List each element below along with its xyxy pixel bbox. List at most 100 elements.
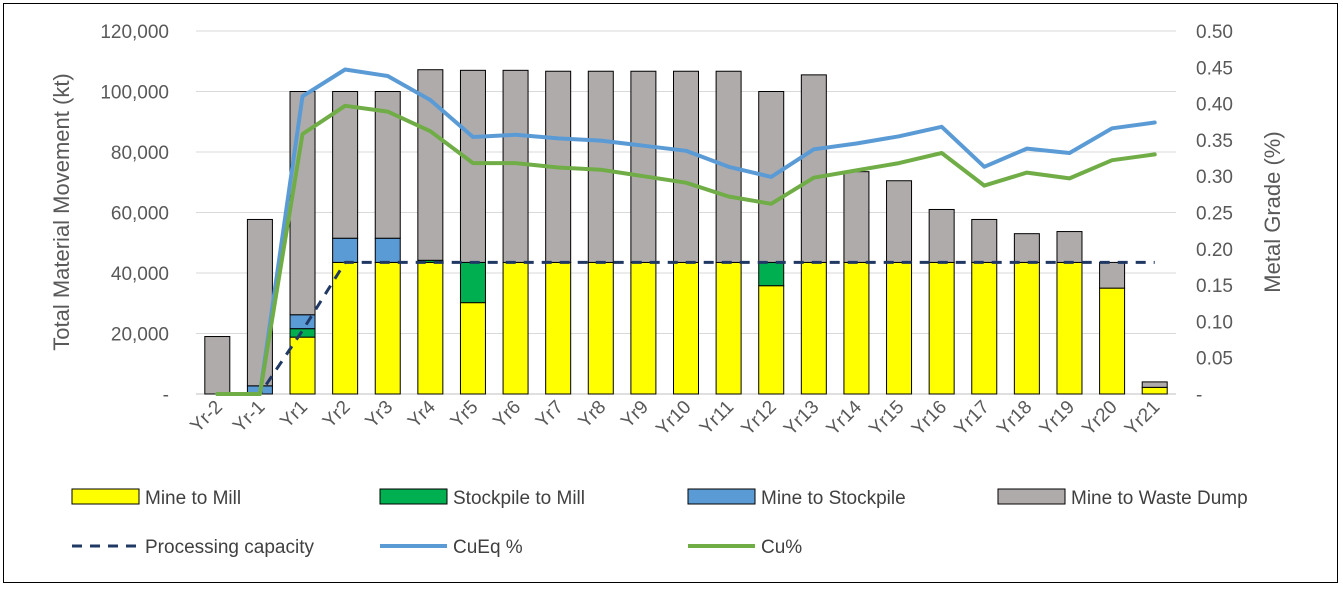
bar-mine-to-waste-dump	[332, 91, 359, 239]
x-tick-label: Yr9	[617, 397, 653, 433]
bar-mine-to-waste-dump	[459, 69, 486, 263]
bar-mine-to-waste-dump	[204, 336, 231, 395]
left-tick-label: 120,000	[100, 22, 169, 43]
x-tick-label: Yr18	[993, 397, 1036, 440]
left-tick-label: 40,000	[111, 264, 169, 285]
line-cueq-	[215, 67, 1157, 396]
x-tick-label: Yr21	[1121, 397, 1164, 440]
bar-mine-to-waste-dump	[800, 74, 827, 263]
x-tick-label: Yr8	[575, 397, 611, 433]
bar-mine-to-waste-dump	[971, 218, 998, 263]
left-tick-label: 100,000	[100, 83, 169, 104]
x-tick-label: Yr5	[447, 397, 483, 433]
x-tick-label: Yr-1	[229, 397, 269, 437]
bar-mine-to-mill	[843, 261, 870, 395]
bar-mine-to-mill	[374, 261, 401, 395]
right-tick-label: 0.35	[1196, 131, 1233, 152]
right-axis-ticks: - 0.05 0.10 0.15 0.20 0.25 0.30 0.35 0.40 0.45 0.5…	[1196, 22, 1233, 406]
bar-mine-to-mill	[630, 261, 657, 395]
right-tick-label: 0.25	[1196, 204, 1233, 225]
x-tick-label: Yr13	[780, 397, 823, 440]
x-tick-label: Yr7	[532, 397, 568, 433]
legend-swatch	[379, 488, 448, 505]
legend-label: Mine to Stockpile	[761, 488, 906, 509]
line-cu-	[215, 103, 1157, 396]
x-tick-label: Yr10	[652, 397, 695, 440]
legend-label: CuEq %	[453, 537, 523, 558]
line-processing-capacity	[217, 260, 1155, 396]
right-axis-title: Metal Grade (%)	[1260, 131, 1285, 292]
x-tick-label: Yr19	[1036, 397, 1079, 440]
bar-mine-to-mill	[758, 285, 785, 395]
bar-mine-to-waste-dump	[673, 70, 699, 263]
bar-mine-to-waste-dump	[1099, 261, 1126, 289]
bar-mine-to-waste-dump	[289, 91, 316, 316]
bar-stockpile-to-mill	[459, 261, 486, 304]
bar-mine-to-mill	[332, 261, 359, 395]
bar-mine-to-mill	[417, 261, 444, 395]
x-tick-label: Yr4	[404, 396, 440, 432]
x-tick-label: Yr6	[489, 397, 525, 433]
legend-label: Cu%	[761, 537, 802, 558]
x-tick-label: Yr3	[362, 397, 398, 433]
bar-mine-to-waste-dump	[502, 69, 529, 263]
bar-series	[204, 69, 1168, 395]
x-tick-label: Yr11	[696, 397, 738, 439]
bar-mine-to-mill	[289, 336, 316, 395]
bar-mine-to-mill	[715, 261, 742, 395]
right-tick-label: 0.10	[1196, 312, 1233, 333]
right-tick-label: 0.40	[1196, 95, 1233, 116]
left-tick-label: 60,000	[111, 204, 169, 225]
right-tick-label: 0.20	[1196, 240, 1233, 261]
bar-mine-to-waste-dump	[886, 180, 913, 263]
left-tick-label: 20,000	[111, 325, 169, 346]
right-tick-label: 0.30	[1196, 167, 1233, 188]
legend-label: Mine to Mill	[145, 488, 241, 509]
bar-mine-to-stockpile	[332, 237, 359, 263]
bar-mine-to-mill	[1141, 386, 1168, 395]
right-tick-label: 0.50	[1196, 22, 1233, 43]
bar-mine-to-mill	[1013, 261, 1040, 395]
x-axis-ticks: Yr-2 Yr-1 Yr1 Yr2 Yr3 Yr4 Yr5 Yr6 Yr7 Yr8 Yr9 Yr10 Y…	[187, 396, 1165, 440]
bar-mine-to-mill	[1099, 287, 1126, 395]
right-tick-label: -	[1196, 385, 1202, 406]
bar-stockpile-to-mill	[758, 261, 785, 287]
bar-mine-to-waste-dump	[758, 91, 785, 263]
legend-label: Mine to Waste Dump	[1071, 488, 1248, 509]
x-tick-label: Yr1	[276, 397, 312, 433]
x-tick-label: Yr17	[951, 397, 994, 440]
bar-mine-to-waste-dump	[246, 218, 273, 387]
right-tick-label: 0.15	[1196, 276, 1233, 297]
legend-label: Stockpile to Mill	[453, 488, 585, 509]
bar-mine-to-waste-dump	[587, 70, 614, 263]
x-tick-label: Yr20	[1078, 397, 1121, 440]
bar-mine-to-mill	[587, 261, 614, 395]
bar-mine-to-waste-dump	[1056, 231, 1083, 263]
right-tick-label: 0.05	[1196, 349, 1233, 370]
bar-mine-to-mill	[1056, 261, 1083, 395]
legend: Mine to Mill Stockpile to Mill Mine to Sto…	[71, 488, 1248, 558]
left-axis-ticks: - 20,000 40,000 60,000 80,000 100,000 120,000	[100, 22, 169, 406]
bar-mine-to-mill	[673, 261, 699, 395]
left-axis-title: Total Material Movement (kt)	[49, 73, 74, 351]
legend-swatch	[997, 488, 1066, 505]
bar-mine-to-mill	[886, 261, 913, 395]
bar-mine-to-mill	[502, 261, 529, 395]
x-tick-label: Yr14	[823, 396, 867, 440]
bar-mine-to-waste-dump	[630, 70, 657, 263]
x-tick-label: Yr2	[319, 397, 355, 433]
bar-mine-to-mill	[545, 261, 572, 395]
bar-mine-to-mill	[800, 261, 827, 395]
bar-mine-to-mill	[971, 261, 998, 395]
left-tick-label: -	[163, 385, 169, 406]
line-series	[215, 67, 1157, 396]
legend-swatch	[687, 488, 756, 505]
x-tick-label: Yr-2	[187, 397, 227, 437]
left-tick-label: 80,000	[111, 143, 169, 164]
x-tick-label: Yr12	[738, 397, 781, 440]
bar-mine-to-mill	[928, 261, 955, 395]
legend-swatch	[71, 488, 140, 505]
right-tick-label: 0.45	[1196, 58, 1233, 79]
bar-mine-to-stockpile	[374, 237, 401, 263]
